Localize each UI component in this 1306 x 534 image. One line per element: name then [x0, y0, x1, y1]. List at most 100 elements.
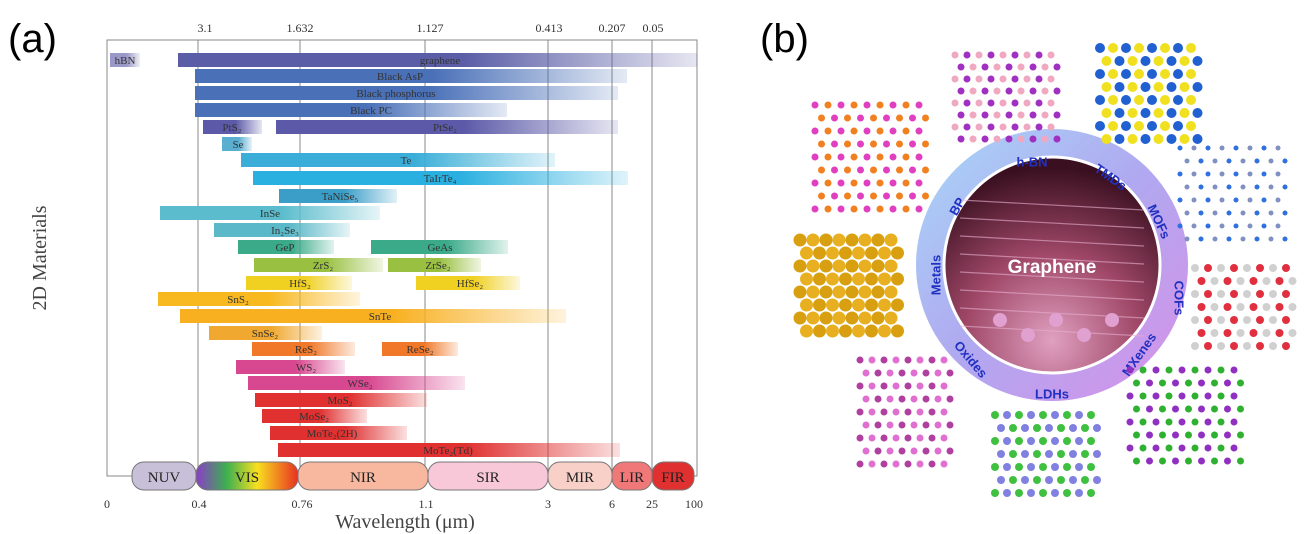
structure-atom: [837, 127, 845, 135]
structure-atom: [813, 246, 826, 260]
structure-atom: [1198, 184, 1204, 190]
structure-atom: [857, 140, 864, 148]
structure-atom: [1179, 82, 1190, 92]
structure-atom: [1256, 316, 1264, 324]
structure-atom: [1184, 184, 1190, 190]
structure-atom: [1101, 134, 1112, 144]
structure-atom: [876, 205, 884, 213]
structure-atom: [946, 447, 954, 455]
top-tick-label: 0.207: [599, 21, 626, 35]
structure-atom: [1093, 424, 1101, 432]
structure-atom: [993, 87, 1001, 95]
structure-atom: [999, 99, 1007, 107]
atom: [1077, 328, 1091, 342]
panel-label: (b): [760, 17, 809, 61]
material-label: InSe: [260, 208, 280, 220]
structure-atom: [1003, 437, 1011, 445]
structure-atom: [1093, 450, 1101, 458]
structure-atom: [1268, 236, 1274, 242]
structure-atom: [1146, 405, 1153, 413]
structure-atom: [1087, 437, 1095, 445]
material-bar: [241, 153, 555, 167]
structure-atom: [793, 259, 807, 273]
structure-atom: [856, 434, 864, 442]
structure-atom: [880, 408, 888, 416]
structure-atom: [1152, 418, 1160, 426]
structure-atom: [878, 246, 891, 260]
structure-atom: [1275, 197, 1281, 203]
structure-atom: [1140, 82, 1151, 92]
structure-atom: [1198, 431, 1205, 439]
structure-atom: [910, 447, 918, 455]
structure-atom: [863, 153, 871, 161]
material-label: HfSe₂: [457, 278, 484, 290]
structure-atom: [1282, 290, 1290, 298]
structure-atom: [1121, 121, 1131, 131]
material-label: SnS₂: [227, 294, 249, 306]
structure-atom: [1101, 108, 1112, 118]
ring-label: LDHs: [1035, 386, 1069, 401]
structure-atom: [969, 135, 977, 143]
structure-atom: [1063, 437, 1071, 445]
structure-atom: [1243, 264, 1251, 272]
material-label: MoTe₂(Td): [423, 445, 473, 457]
structure-atom: [811, 101, 819, 109]
structure-atom: [1282, 316, 1290, 324]
structure-atom: [896, 192, 903, 200]
structure-atom: [1009, 476, 1017, 484]
structure-atom: [1212, 184, 1218, 190]
structure-atom: [963, 99, 971, 107]
top-tick-label: 1.632: [287, 21, 314, 35]
structure-atom: [1236, 277, 1245, 285]
structure-atom: [1015, 463, 1023, 471]
structure-atom: [969, 63, 977, 71]
structure-atom: [1127, 108, 1138, 118]
structure-atom: [1178, 444, 1186, 452]
material-label: GeAs: [427, 242, 452, 254]
material-label: Te: [401, 155, 412, 167]
structure-atom: [915, 205, 923, 213]
structure-atom: [1147, 95, 1157, 105]
structure-atom: [1069, 476, 1077, 484]
structure-atom: [824, 127, 832, 135]
structure-atom: [1226, 210, 1232, 216]
structure-atom: [1275, 329, 1284, 337]
structure-atom: [813, 324, 826, 338]
band-label: FIR: [661, 470, 684, 486]
structure-atom: [1033, 424, 1041, 432]
structure-atom: [1230, 316, 1238, 324]
structure-atom: [1045, 450, 1053, 458]
structure-atom: [1081, 476, 1089, 484]
structure-atom: [916, 434, 924, 442]
structure-atom: [871, 311, 885, 325]
structure-atom: [1198, 379, 1205, 387]
structure-atom: [1039, 411, 1047, 419]
structure-atom: [1247, 145, 1253, 151]
structure-atom: [1204, 342, 1212, 350]
structure-atom: [891, 246, 904, 260]
structure-atom: [1268, 210, 1274, 216]
structure-atom: [1039, 463, 1047, 471]
structure-atom: [1133, 405, 1140, 413]
structure-atom: [1219, 145, 1225, 151]
structure-atom: [1041, 135, 1049, 143]
structure-atom: [1139, 444, 1147, 452]
structure-atom: [1249, 277, 1258, 285]
structure-atom: [1224, 405, 1231, 413]
structure-atom: [1233, 197, 1239, 203]
structure-atom: [1211, 431, 1218, 439]
structure-atom: [934, 421, 942, 429]
structure-atom: [981, 87, 989, 95]
structure-atom: [862, 447, 870, 455]
structure-atom: [1191, 197, 1197, 203]
structure-atom: [1009, 424, 1017, 432]
structure-atom: [1075, 411, 1083, 419]
structure-atom: [1212, 158, 1218, 164]
structure-atom: [922, 447, 930, 455]
structure-atom: [878, 298, 891, 312]
structure-atom: [1114, 108, 1125, 118]
structure-atom: [813, 298, 826, 312]
structure-atom: [1191, 366, 1199, 374]
structure-atom: [1212, 210, 1218, 216]
structure-atom: [1003, 463, 1011, 471]
